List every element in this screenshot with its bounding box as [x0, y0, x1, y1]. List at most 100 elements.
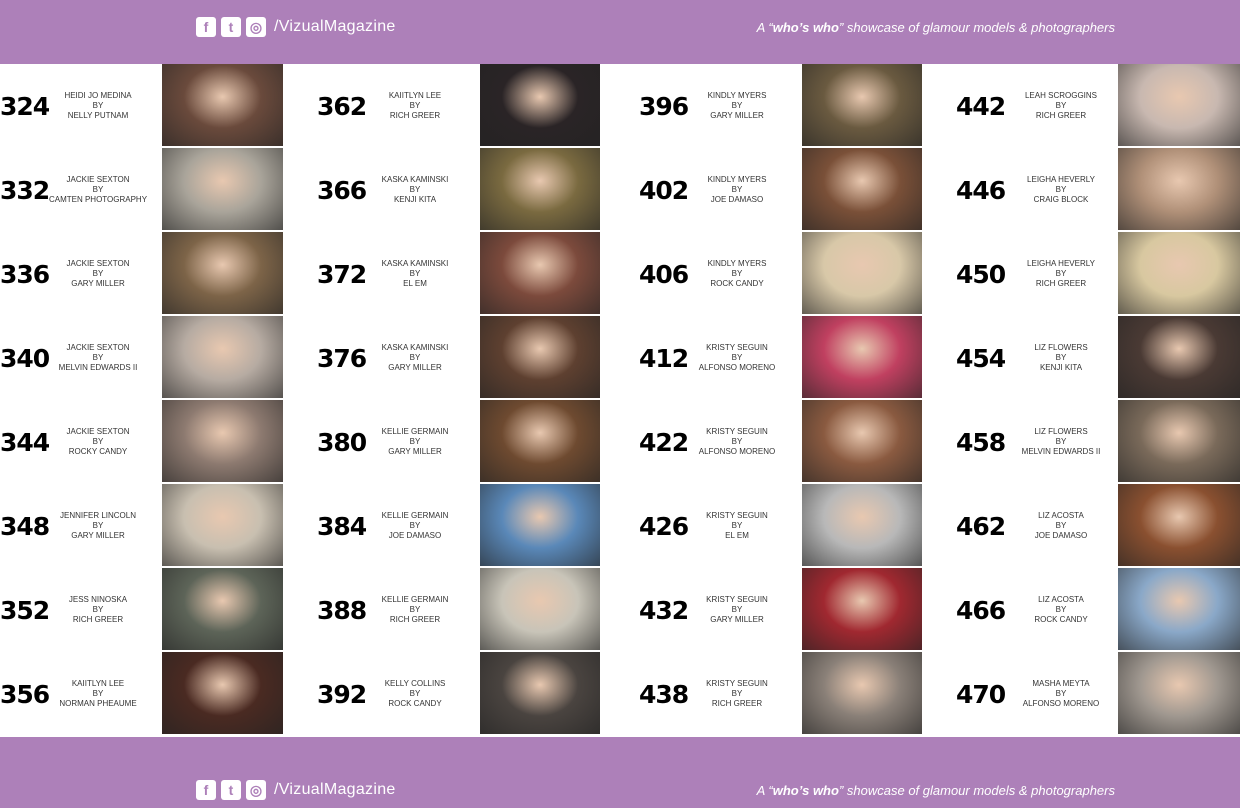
model-photo[interactable] [802, 148, 922, 231]
index-entry[interactable]: 336 [0, 232, 50, 316]
model-photo[interactable] [1118, 64, 1240, 147]
model-name: KINDLY MYERS [707, 91, 767, 100]
instagram-icon[interactable]: ◎ [246, 780, 266, 800]
model-photo[interactable] [1118, 232, 1240, 315]
index-entry[interactable]: 402 [639, 148, 689, 232]
index-entry[interactable]: 462 [956, 484, 1006, 568]
model-photo[interactable] [480, 652, 600, 735]
by-label: BY [409, 689, 421, 698]
model-name: JACKIE SEXTON [66, 427, 130, 436]
credit: JACKIE SEXTON BY GARY MILLER [38, 259, 158, 289]
by-label: BY [92, 437, 104, 446]
model-photo[interactable] [802, 568, 922, 651]
model-photo[interactable] [480, 484, 600, 567]
index-entry[interactable]: 344 [0, 400, 50, 484]
photographer-name: ALFONSO MORENO [1022, 699, 1100, 708]
by-label: BY [409, 605, 421, 614]
model-photo[interactable] [162, 568, 283, 651]
index-entry[interactable]: 340 [0, 316, 50, 400]
index-entry[interactable]: 454 [956, 316, 1006, 400]
index-entry[interactable]: 384 [317, 484, 367, 568]
model-photo[interactable] [802, 652, 922, 735]
model-photo[interactable] [1118, 400, 1240, 483]
photographer-name: EL EM [725, 531, 749, 540]
model-photo[interactable] [162, 652, 283, 735]
page-number: 426 [639, 511, 689, 541]
model-photo[interactable] [162, 316, 283, 399]
model-photo[interactable] [802, 316, 922, 399]
index-entry[interactable]: 432 [639, 568, 689, 652]
twitter-icon[interactable]: t [221, 780, 241, 800]
credit: KASKA KAMINSKI BY KENJI KITA [355, 175, 475, 205]
model-photo[interactable] [1118, 652, 1240, 735]
index-entry[interactable]: 332 [0, 148, 50, 232]
model-photo[interactable] [480, 400, 600, 483]
index-entry[interactable]: 396 [639, 64, 689, 148]
photographer-name: ALFONSO MORENO [698, 363, 776, 372]
model-photo[interactable] [802, 400, 922, 483]
model-photo[interactable] [802, 484, 922, 567]
twitter-icon[interactable]: t [221, 17, 241, 37]
model-photo[interactable] [480, 568, 600, 651]
index-entry[interactable]: 406 [639, 232, 689, 316]
photographer-name: NELLY PUTNAM [67, 111, 129, 120]
index-entry[interactable]: 450 [956, 232, 1006, 316]
index-entry[interactable]: 422 [639, 400, 689, 484]
model-photo[interactable] [480, 316, 600, 399]
index-entry[interactable]: 442 [956, 64, 1006, 148]
model-photo[interactable] [802, 64, 922, 147]
photographer-name: MELVIN EDWARDS II [1021, 447, 1101, 456]
by-label: BY [731, 185, 743, 194]
model-photo[interactable] [1118, 316, 1240, 399]
index-entry[interactable]: 348 [0, 484, 50, 568]
index-entry[interactable]: 412 [639, 316, 689, 400]
index-entry[interactable]: 380 [317, 400, 367, 484]
credit: LIZ FLOWERS BY MELVIN EDWARDS II [1001, 427, 1121, 457]
photographer-name: KENJI KITA [393, 195, 437, 204]
model-photo[interactable] [162, 232, 283, 315]
index-entry[interactable]: 458 [956, 400, 1006, 484]
index-entry[interactable]: 426 [639, 484, 689, 568]
index-entry[interactable]: 352 [0, 568, 50, 652]
index-entry[interactable]: 376 [317, 316, 367, 400]
model-name: LEIGHA HEVERLY [1027, 175, 1095, 184]
model-photo[interactable] [162, 64, 283, 147]
model-photo[interactable] [1118, 148, 1240, 231]
tagline-pre: A “ [756, 783, 773, 798]
photographer-name: GARY MILLER [71, 279, 125, 288]
model-photo[interactable] [480, 64, 600, 147]
index-entry[interactable]: 356 [0, 652, 50, 736]
index-entry[interactable]: 392 [317, 652, 367, 736]
instagram-icon[interactable]: ◎ [246, 17, 266, 37]
page-number: 376 [317, 343, 367, 373]
model-photo[interactable] [162, 484, 283, 567]
index-entry[interactable]: 362 [317, 64, 367, 148]
model-photo[interactable] [1118, 568, 1240, 651]
index-entry[interactable]: 438 [639, 652, 689, 736]
page-number: 402 [639, 175, 689, 205]
index-entry[interactable]: 466 [956, 568, 1006, 652]
by-label: BY [409, 353, 421, 362]
credit: LIZ ACOSTA BY ROCK CANDY [1001, 595, 1121, 625]
facebook-icon[interactable]: f [196, 780, 216, 800]
index-entry[interactable]: 372 [317, 232, 367, 316]
index-entry[interactable]: 446 [956, 148, 1006, 232]
index-entry[interactable]: 366 [317, 148, 367, 232]
model-name: LIZ FLOWERS [1034, 343, 1088, 352]
model-name: KINDLY MYERS [707, 259, 767, 268]
index-entry[interactable]: 388 [317, 568, 367, 652]
index-entry[interactable]: 470 [956, 652, 1006, 736]
model-photo[interactable] [802, 232, 922, 315]
model-photo[interactable] [162, 400, 283, 483]
by-label: BY [409, 185, 421, 194]
model-photo[interactable] [480, 232, 600, 315]
facebook-icon[interactable]: f [196, 17, 216, 37]
model-photo[interactable] [480, 148, 600, 231]
index-entry[interactable]: 324 [0, 64, 50, 148]
model-photo[interactable] [162, 148, 283, 231]
page-number: 406 [639, 259, 689, 289]
model-photo[interactable] [1118, 484, 1240, 567]
credit: KRISTY SEGUIN BY RICH GREER [677, 679, 797, 709]
model-name: KINDLY MYERS [707, 175, 767, 184]
photographer-name: JOE DAMASO [710, 195, 764, 204]
